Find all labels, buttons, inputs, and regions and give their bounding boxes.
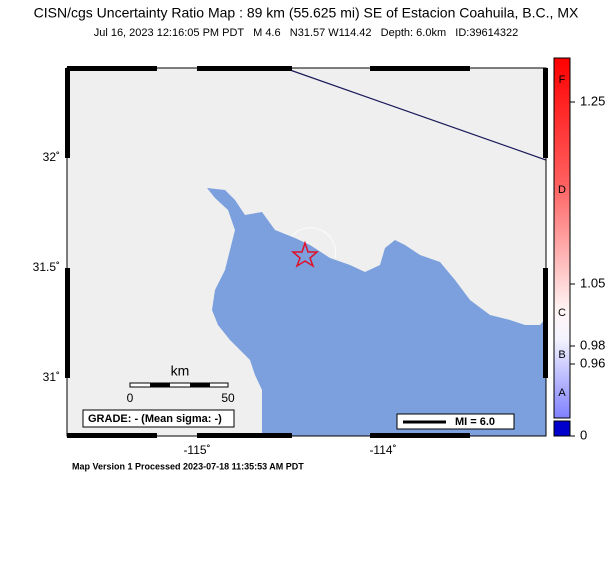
map bbox=[67, 68, 546, 436]
lon-label: -114˚ bbox=[369, 443, 396, 457]
scale-start: 0 bbox=[127, 391, 134, 405]
legend-box bbox=[396, 413, 515, 430]
colorbar-tick: 0.98 bbox=[580, 337, 605, 352]
lon-label: -115˚ bbox=[183, 443, 210, 457]
scale-end: 50 bbox=[221, 391, 235, 405]
colorbar-letter: A bbox=[558, 387, 566, 399]
title: CISN/cgs Uncertainty Ratio Map : 89 km (… bbox=[34, 5, 579, 21]
map-frame bbox=[66, 67, 547, 437]
colorbar-tick: 1.25 bbox=[580, 93, 605, 108]
colorbar-tick: 0 bbox=[580, 427, 587, 442]
border-line bbox=[289, 69, 546, 161]
grade: GRADE: - (Mean sigma: -) bbox=[88, 413, 222, 425]
colorbar-tick: 0.96 bbox=[580, 355, 605, 370]
colorbar: F D C B A 1.25 1.05 0.98 0.96 0 bbox=[553, 57, 605, 442]
epicenter bbox=[290, 240, 320, 268]
lat-label: 31.5˚ bbox=[33, 260, 60, 274]
colorbar-letter: B bbox=[558, 349, 565, 361]
colorbar-letter: D bbox=[558, 184, 566, 196]
frame-ticks bbox=[65, 66, 548, 438]
contour bbox=[291, 227, 337, 259]
colorbar-letter: F bbox=[559, 74, 566, 86]
scale-bar: km 0 50 bbox=[127, 363, 235, 405]
scale-bar-body bbox=[129, 382, 229, 388]
footer: Map Version 1 Processed 2023-07-18 11:35… bbox=[72, 461, 304, 471]
grade-box bbox=[82, 409, 235, 428]
lat-label: 31˚ bbox=[43, 370, 60, 384]
lat-label: 32˚ bbox=[43, 150, 60, 164]
water bbox=[207, 188, 546, 436]
colorbar-bottom bbox=[553, 420, 571, 437]
colorbar-tick: 1.05 bbox=[580, 275, 605, 290]
legend-label: MI = 6.0 bbox=[455, 416, 495, 428]
subtitle: Jul 16, 2023 12:16:05 PM PDT M 4.6 N31.5… bbox=[94, 27, 519, 39]
colorbar-scale bbox=[553, 57, 571, 419]
colorbar-letter: C bbox=[558, 307, 566, 319]
scale-unit: km bbox=[171, 363, 190, 379]
